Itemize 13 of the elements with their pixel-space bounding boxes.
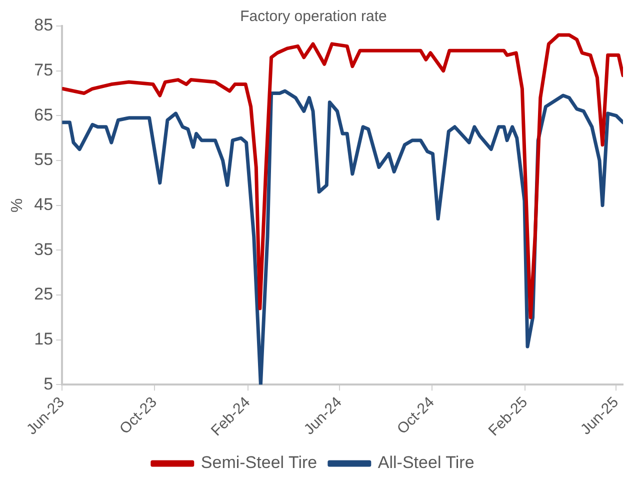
legend-label: All-Steel Tire — [378, 453, 474, 472]
y-axis-title: % — [9, 198, 26, 212]
y-tick-label: 85 — [34, 16, 54, 35]
chart-title: Factory operation rate — [240, 8, 387, 26]
y-tick-label: 35 — [34, 240, 54, 259]
y-tick-label: 5 — [44, 374, 54, 394]
y-tick-label: 25 — [34, 284, 54, 304]
y-tick-label: 75 — [34, 60, 54, 80]
y-tick-label: 15 — [34, 330, 54, 349]
y-tick-label: 65 — [34, 105, 54, 124]
y-tick-label: 55 — [34, 150, 54, 170]
y-tick-label: 45 — [34, 195, 54, 214]
legend-label: Semi-Steel Tire — [200, 453, 318, 472]
